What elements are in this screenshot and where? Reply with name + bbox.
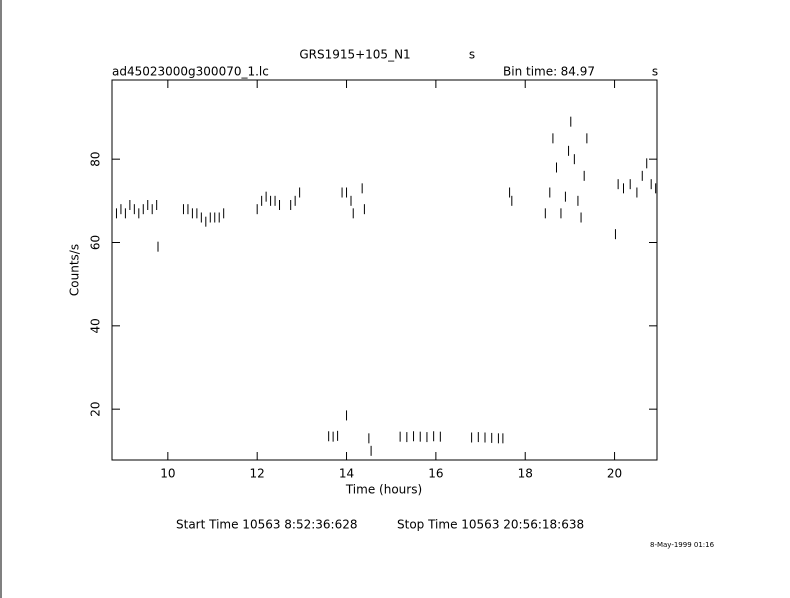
bin-time-unit: s xyxy=(652,65,658,79)
plot-frame xyxy=(111,79,658,461)
start-time: Start Time 10563 8:52:36:628 xyxy=(176,518,358,532)
x-tick-label: 18 xyxy=(518,467,533,481)
y-tick-label: 20 xyxy=(89,402,103,417)
file-name: ad45023000g300070_1.lc xyxy=(112,65,269,79)
x-axis-label: Time (hours) xyxy=(345,483,422,497)
title-unit: s xyxy=(469,48,475,62)
date: 8-May-1999 01:16 xyxy=(650,541,715,549)
y-tick-label: 80 xyxy=(89,152,103,167)
chart-title: GRS1915+105_N1 xyxy=(299,48,410,62)
bin-time: 84.97 xyxy=(561,65,595,79)
y-axis-label: Counts/s xyxy=(68,244,82,296)
y-tick-label: 40 xyxy=(89,318,103,333)
stop-time: Stop Time 10563 20:56:18:638 xyxy=(397,518,584,532)
x-tick-label: 14 xyxy=(339,467,354,481)
x-tick-label: 10 xyxy=(160,467,175,481)
x-tick-label: 16 xyxy=(428,467,443,481)
x-tick-label: 20 xyxy=(607,467,622,481)
x-tick-label: 12 xyxy=(250,467,265,481)
bin-time-label: Bin time: xyxy=(503,65,557,79)
y-tick-label: 60 xyxy=(89,235,103,250)
